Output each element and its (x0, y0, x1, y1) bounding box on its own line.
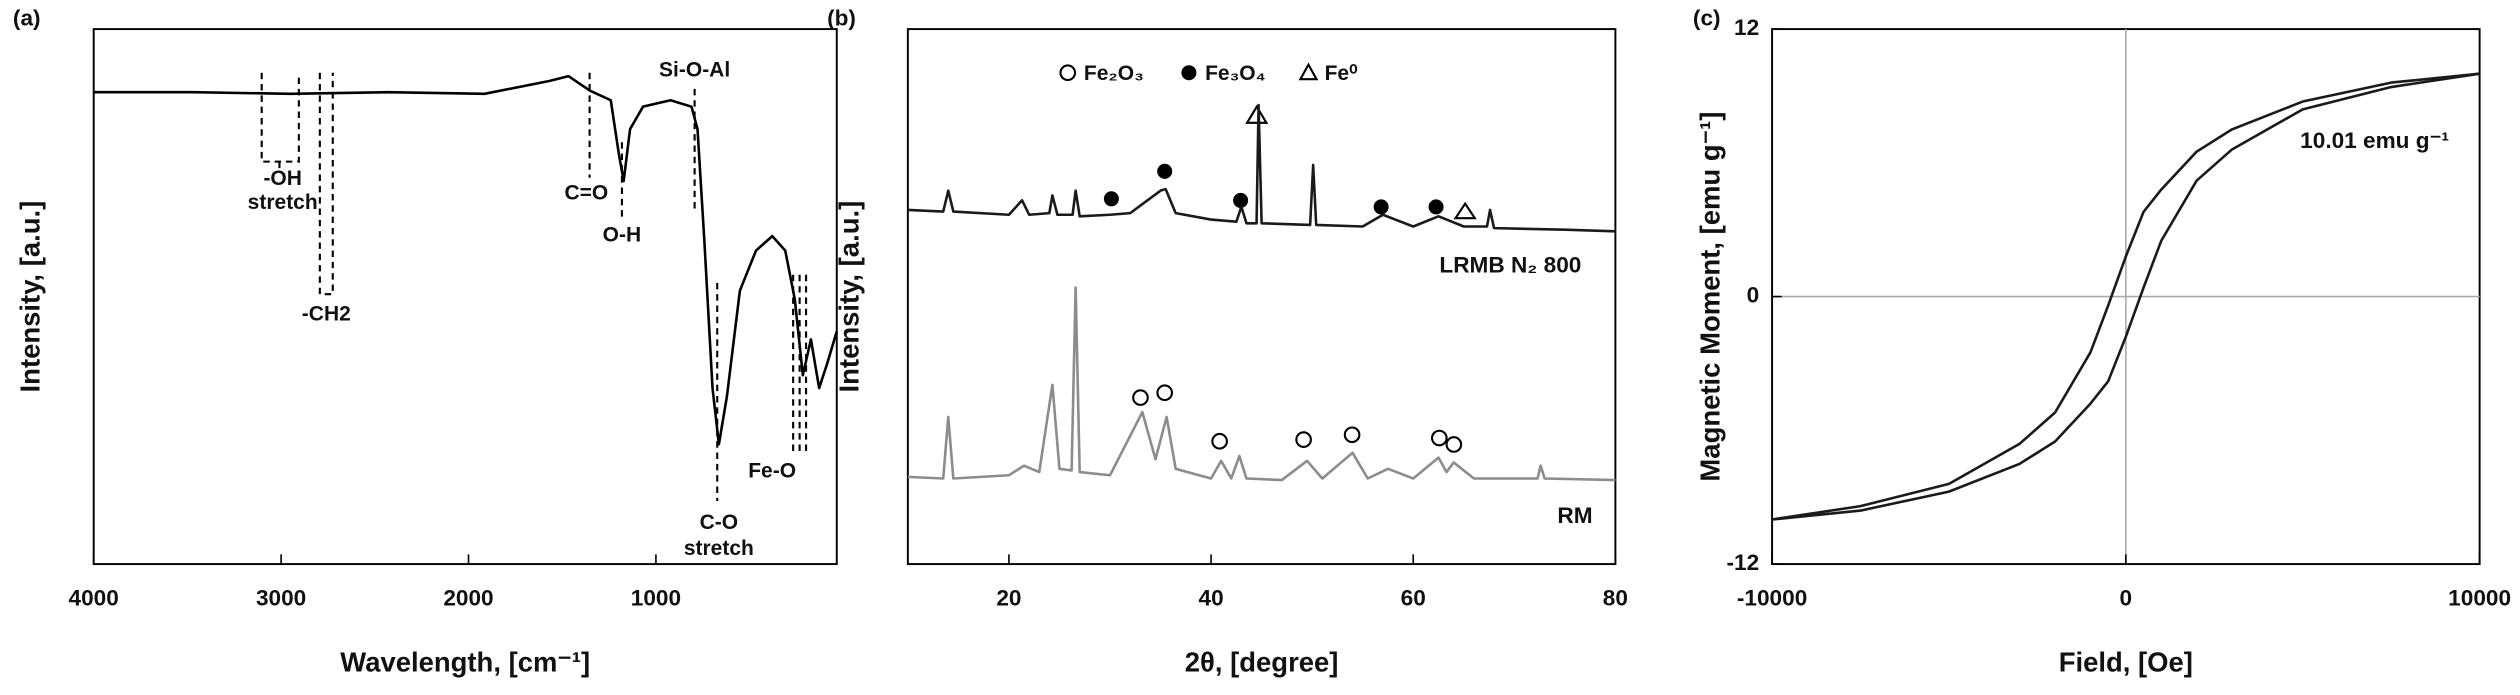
data-line (1771, 72, 2480, 521)
y-tick-label: 12 (1734, 15, 1759, 40)
annotation: -CH2 (302, 303, 351, 326)
y-axis-title: Intensity, [a.u.] (834, 201, 865, 393)
x-tick-label: 4000 (69, 586, 119, 611)
x-tick-label: 0 (2120, 586, 2133, 611)
data-line (907, 103, 1616, 233)
annotation: stretch (248, 191, 318, 214)
ftir-dashes (260, 72, 808, 502)
plot-frame (92, 28, 838, 566)
plot-frame (906, 28, 1617, 566)
marker-legend-label: Fe⁰ (1325, 62, 1358, 85)
marker-legend-label: Fe₂O₃ (1084, 62, 1144, 85)
data-line (93, 74, 839, 446)
panel-label: (c) (1693, 5, 1721, 30)
annotation: Si-O-Al (659, 59, 730, 82)
y-axis-title: Magnetic Moment, [emu g⁻¹] (1695, 112, 1726, 482)
x-tick-label: 2000 (443, 586, 493, 611)
x-axis-title: Field, [Oe] (2059, 647, 2193, 678)
xrd-symbols (1059, 62, 1477, 453)
y-axis-title: Intensity, [a.u.] (15, 201, 46, 393)
x-tick-label: 40 (1199, 586, 1224, 611)
panel-label: (b) (827, 5, 856, 30)
annotation: stretch (684, 537, 754, 560)
marker-legend-label: Fe₃O₄ (1205, 62, 1266, 85)
data-line (1771, 72, 2480, 521)
data-line (907, 286, 1616, 482)
annotation: 10.01 emu g⁻¹ (2300, 128, 2449, 153)
annotation: Fe-O (748, 459, 796, 482)
annotation: -OH (263, 167, 301, 190)
series-label: LRMB N₂ 800 (1439, 253, 1581, 278)
panel-label: (a) (13, 5, 41, 30)
annotation: O-H (603, 224, 641, 247)
x-tick-label: 1000 (631, 586, 681, 611)
y-tick-label: -12 (1726, 550, 1759, 575)
annotation: C-O (700, 511, 738, 534)
series-label: RM (1557, 503, 1592, 528)
x-axis-title: Wavelength, [cm⁻¹] (340, 647, 590, 678)
x-tick-label: 3000 (256, 586, 306, 611)
x-axis-title: 2θ, [degree] (1185, 647, 1339, 678)
x-tick-label: 60 (1401, 586, 1426, 611)
x-tick-label: 20 (996, 586, 1021, 611)
annotation: C=O (565, 181, 609, 204)
x-tick-label: 80 (1603, 586, 1628, 611)
y-tick-label: 0 (1747, 283, 1760, 308)
x-tick-label: -10000 (1737, 586, 1807, 611)
x-tick-label: 10000 (2448, 586, 2511, 611)
